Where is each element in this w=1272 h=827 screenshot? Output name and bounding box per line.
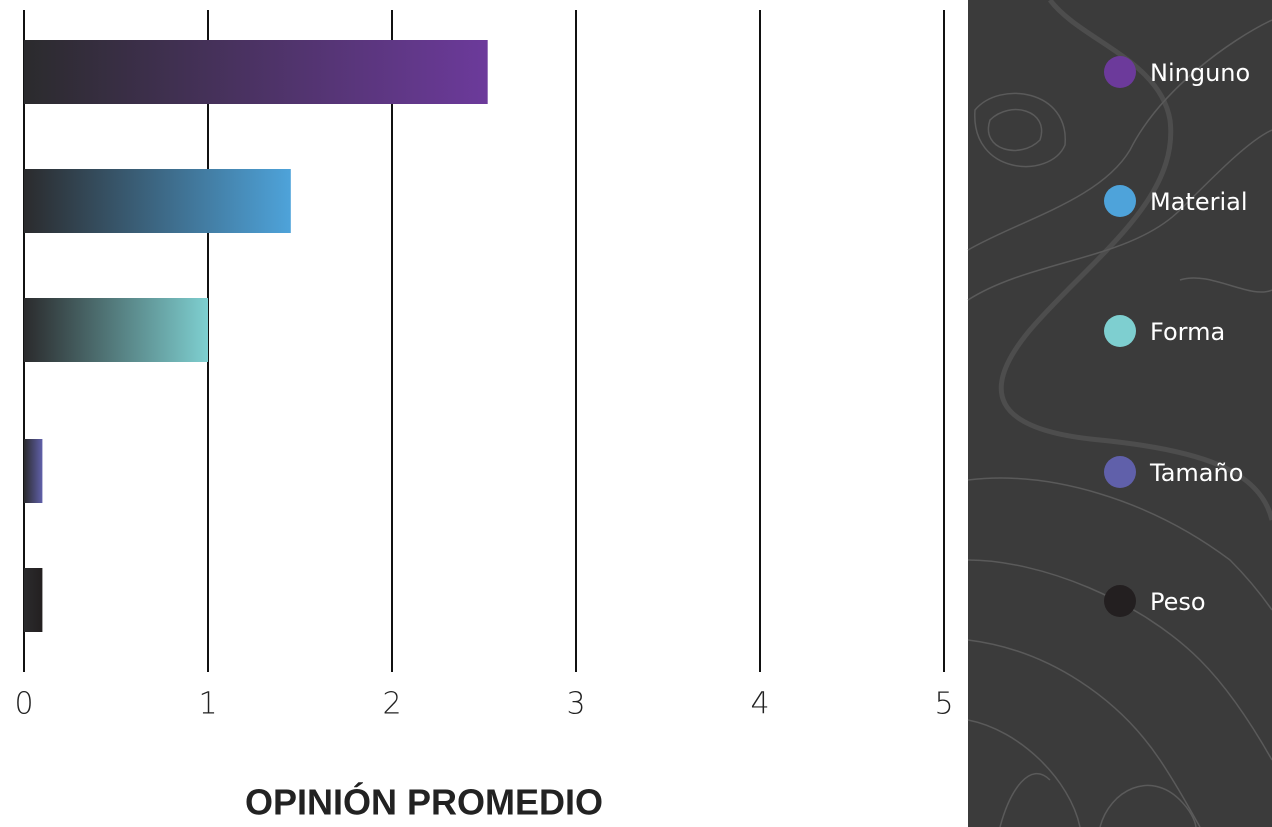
bar	[24, 439, 43, 503]
topo-pattern	[967, 0, 1272, 827]
bar	[24, 40, 488, 104]
legend-swatch	[1104, 315, 1136, 347]
x-tick-label: 2	[382, 687, 401, 722]
legend-label: Ninguno	[1150, 59, 1250, 87]
legend-panel	[968, 0, 1272, 827]
legend-label: Forma	[1150, 318, 1225, 346]
x-tick-label: 5	[934, 687, 953, 722]
legend-label: Tamaño	[1149, 459, 1243, 487]
x-tick-label: 4	[750, 687, 769, 722]
x-tick-label: 1	[198, 687, 217, 722]
legend-swatch	[1104, 56, 1136, 88]
x-tick-label: 0	[14, 687, 33, 722]
legend-swatch	[1104, 185, 1136, 217]
legend-label: Material	[1150, 188, 1248, 216]
x-tick-label: 3	[566, 687, 585, 722]
bar	[24, 568, 43, 632]
legend-label: Peso	[1150, 588, 1206, 616]
x-axis-title: OPINIÓN PROMEDIO	[245, 781, 603, 823]
bar	[24, 169, 291, 233]
legend-swatch	[1104, 585, 1136, 617]
bar	[24, 298, 208, 362]
legend-swatch	[1104, 456, 1136, 488]
